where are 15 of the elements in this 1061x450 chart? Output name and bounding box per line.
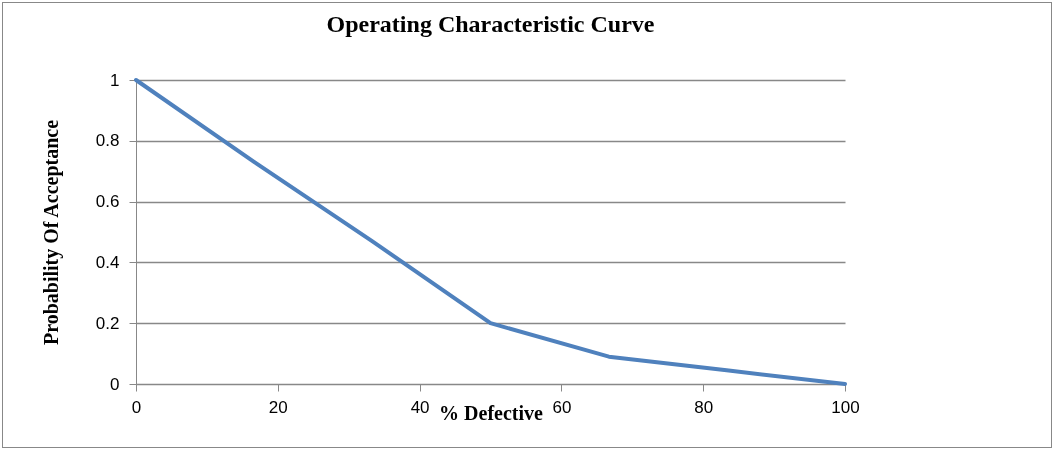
x-tick-label: 100 <box>831 397 860 417</box>
x-tick-label: 0 <box>131 397 142 417</box>
x-tick-label: 20 <box>268 397 288 417</box>
y-tick-label: 0.8 <box>95 131 120 151</box>
x-tick-label: 80 <box>694 397 714 417</box>
y-tick-label: 0.2 <box>95 313 120 333</box>
y-tick-label: 0.4 <box>95 252 120 272</box>
x-tick-label: 60 <box>552 397 572 417</box>
y-tick-label: 0 <box>110 374 120 394</box>
chart-title: Operating Characteristic Curve <box>326 11 655 37</box>
y-axis-title: Probability Of Acceptance <box>39 119 63 346</box>
y-tick-label: 1 <box>110 70 120 90</box>
x-axis-title: % Defective <box>439 401 544 424</box>
y-tick-label: 0.6 <box>95 192 120 212</box>
x-tick-label: 40 <box>410 397 430 417</box>
